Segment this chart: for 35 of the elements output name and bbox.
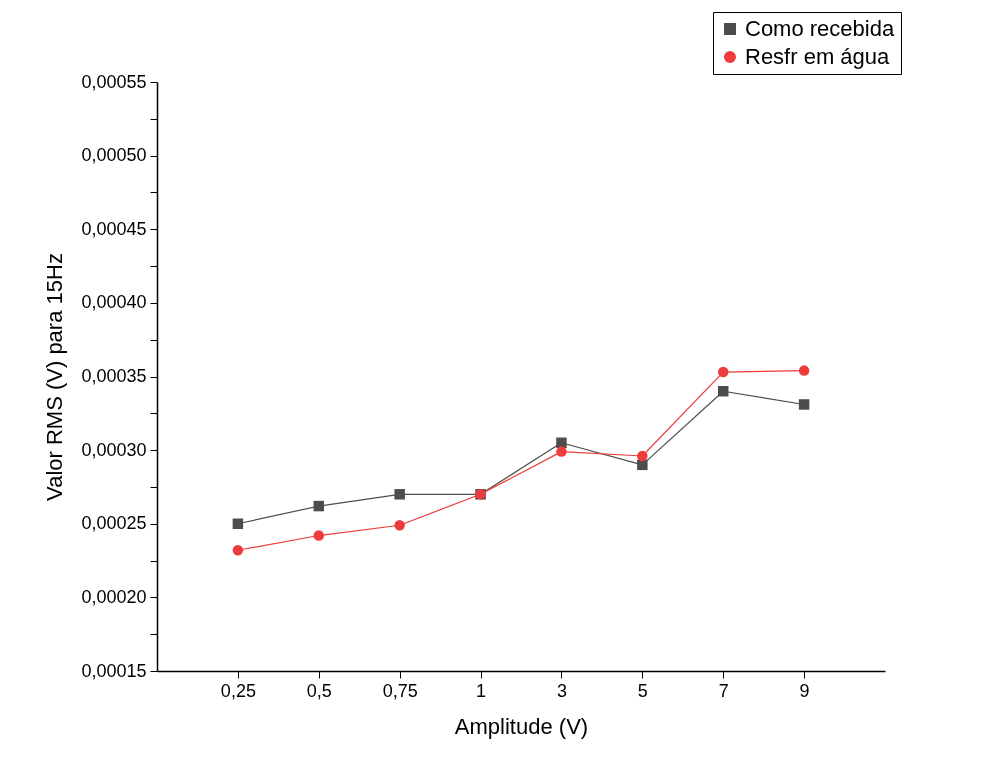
point xyxy=(394,489,405,500)
legend-label: Resfr em água xyxy=(745,44,891,69)
y-axis-title: Valor RMS (V) para 15Hz xyxy=(42,253,68,501)
x-tick-label: 1 xyxy=(476,680,487,701)
point xyxy=(313,500,325,512)
x-tick-label: 9 xyxy=(799,680,810,701)
x-tick-label: 0,5 xyxy=(306,680,332,701)
point xyxy=(232,545,244,556)
point xyxy=(798,365,810,376)
y-tick-label: 0,00045 xyxy=(81,218,147,239)
point xyxy=(637,450,648,462)
y-tick-label: 0,00015 xyxy=(81,660,147,681)
point xyxy=(717,385,729,397)
legend-label: Como recebida xyxy=(745,16,895,41)
point xyxy=(556,437,567,449)
y-tick-label: 0,00050 xyxy=(81,145,147,166)
y-tick-label: 0,00055 xyxy=(81,71,147,92)
point xyxy=(637,459,648,471)
x-tick-label: 7 xyxy=(718,680,729,701)
point xyxy=(798,399,810,410)
point xyxy=(717,366,729,378)
x-tick-label: 3 xyxy=(556,680,567,701)
y-tick-label: 0,00030 xyxy=(81,439,147,460)
point xyxy=(232,518,244,529)
point xyxy=(313,530,325,541)
y-tick-label: 0,00040 xyxy=(81,292,147,313)
point xyxy=(394,519,405,531)
x-tick-label: 0,25 xyxy=(220,680,256,701)
y-tick-label: 0,00035 xyxy=(81,366,147,386)
y-tick-label: 0,00025 xyxy=(81,513,147,534)
x-axis-title: Amplitude (V) xyxy=(454,713,589,739)
y-tick-label: 0,00020 xyxy=(81,586,147,607)
x-tick-label: 5 xyxy=(637,680,648,701)
point xyxy=(556,446,567,457)
x-tick-label: 0,75 xyxy=(382,680,418,701)
